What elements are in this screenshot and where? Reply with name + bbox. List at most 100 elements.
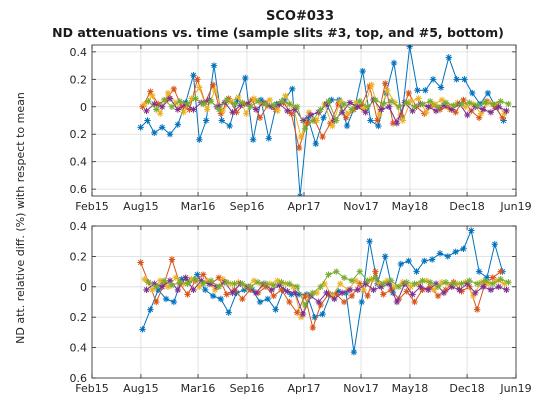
bottom-series-0-point-10 (218, 296, 224, 302)
top-series-0-point-8 (196, 137, 202, 143)
top-series-4-point-41 (466, 99, 472, 105)
bottom-series-4-point-28 (364, 278, 370, 284)
figure-title-line2: ND attenuations vs. time (sample slits #… (52, 25, 504, 40)
bottom-series-1-point-46 (497, 268, 503, 274)
top-series-0-point-17 (266, 135, 272, 141)
top-xtick-label-1: Aug15 (123, 200, 158, 213)
top-series-3-point-43 (480, 106, 486, 112)
bottom-series-4-point-13 (247, 284, 253, 290)
top-series-4-point-44 (490, 101, 496, 107)
bottom-series-0-point-23 (319, 311, 325, 317)
bottom-series-4-point-34 (411, 281, 417, 287)
bottom-series-1-point-29 (364, 293, 370, 299)
bottom-series-4-point-12 (239, 281, 245, 287)
top-series-4-point-35 (419, 101, 425, 107)
bottom-series-0-point-17 (272, 306, 278, 312)
bottom-xtick-label-5: Nov17 (343, 382, 378, 395)
top-series-3-point-21 (308, 112, 314, 118)
top-series-2-point-13 (243, 110, 249, 116)
top-series-4-point-31 (388, 98, 394, 104)
bottom-series-4-point-3 (169, 282, 175, 288)
bottom-series-4-point-11 (231, 281, 237, 287)
bottom-ytick-label-1: 0.4 (70, 342, 88, 355)
top-series-0-point-2 (151, 130, 157, 136)
bottom-series-4-point-14 (255, 279, 261, 285)
bottom-xtick-label-8: Jun19 (499, 382, 531, 395)
bottom-series-4-point-27 (357, 268, 363, 274)
top-series-4-point-40 (458, 101, 464, 107)
bottom-series-3-point-42 (472, 290, 478, 296)
bottom-series-1-point-17 (270, 293, 276, 299)
bottom-series-4-point-36 (427, 279, 433, 285)
top-series-2-point-17 (274, 108, 280, 114)
top-series-3-point-30 (378, 106, 384, 112)
bottom-series-3-point-24 (331, 296, 337, 302)
bottom-series-4-point-31 (388, 278, 394, 284)
bottom-series-4-point-23 (325, 271, 331, 277)
top-series-3-point-45 (495, 104, 501, 110)
top-ytick-label-0: 0.6 (70, 183, 88, 196)
top-xtick-label-4: Apr17 (287, 200, 320, 213)
bottom-ytick-label-0: 0.6 (70, 372, 88, 385)
bottom-series-3-point-25 (339, 290, 345, 296)
bottom-series-1-point-13 (239, 296, 245, 302)
bottom-series-0-point-15 (257, 299, 263, 305)
bottom-series-4-point-19 (294, 284, 300, 290)
bottom-series-0-point-8 (202, 287, 208, 293)
top-series-0-point-39 (438, 84, 444, 90)
bottom-series-3-point-22 (315, 299, 321, 305)
top-series-3-point-4 (175, 106, 181, 112)
top-series-2-point-0 (141, 101, 147, 107)
top-series-3-point-28 (362, 109, 368, 115)
top-series-0-point-5 (175, 121, 181, 127)
top-series-0-point-11 (219, 117, 225, 123)
bottom-series-0-point-27 (351, 349, 357, 355)
top-series-0-point-10 (211, 62, 217, 68)
top-ytick-label-5: 0.4 (70, 46, 88, 59)
bottom-series-4-point-29 (372, 274, 378, 280)
bottom-series-3-point-20 (300, 311, 306, 317)
top-series-3-point-18 (284, 108, 290, 114)
top-series-2-point-9 (212, 87, 218, 93)
top-series-2-point-29 (368, 82, 374, 88)
bottom-series-3-point-29 (370, 287, 376, 293)
top-series-2-point-24 (329, 123, 335, 129)
top-series-2-point-1 (149, 93, 155, 99)
bottom-series-1-point-26 (341, 299, 347, 305)
bottom-series-0-point-16 (265, 296, 271, 302)
bottom-series-4-point-22 (317, 284, 323, 290)
top-series-4-point-25 (341, 101, 347, 107)
top-series-0-point-0 (137, 124, 143, 130)
top-series-4-point-8 (208, 98, 214, 104)
top-xtick-label-0: Feb15 (75, 200, 108, 213)
bottom-xtick-label-6: May18 (392, 382, 429, 395)
top-series-3-point-14 (253, 106, 259, 112)
top-series-4-point-39 (450, 102, 456, 108)
top-series-2-point-30 (376, 112, 382, 118)
bottom-series-4-point-38 (443, 279, 449, 285)
bottom-series-4-point-0 (145, 279, 151, 285)
top-series-3-point-44 (488, 109, 494, 115)
bottom-series-4-point-32 (396, 284, 402, 290)
top-series-0-point-24 (320, 115, 326, 121)
bottom-ytick-label-4: 0.2 (70, 250, 88, 263)
top-series-2-point-20 (298, 134, 304, 140)
top-ytick-label-2: 0.2 (70, 128, 88, 141)
top-series-4-point-5 (184, 101, 190, 107)
top-xtick-label-2: Mar16 (181, 200, 216, 213)
top-series-0-point-14 (242, 75, 248, 81)
bottom-series-3-point-6 (190, 287, 196, 293)
bottom-series-0-point-43 (476, 268, 482, 274)
bottom-series-3-point-18 (284, 288, 290, 294)
bottom-series-3-point-0 (143, 287, 149, 293)
top-series-4-point-14 (255, 98, 261, 104)
top-series-4-point-4 (177, 98, 183, 104)
top-series-3-point-0 (143, 108, 149, 114)
bottom-xtick-label-2: Mar16 (181, 382, 216, 395)
top-series-4-point-29 (372, 97, 378, 103)
top-series-4-point-21 (310, 117, 316, 123)
bottom-series-4-point-24 (333, 268, 339, 274)
bottom-series-0-point-9 (210, 293, 216, 299)
top-series-0-point-31 (375, 123, 381, 129)
